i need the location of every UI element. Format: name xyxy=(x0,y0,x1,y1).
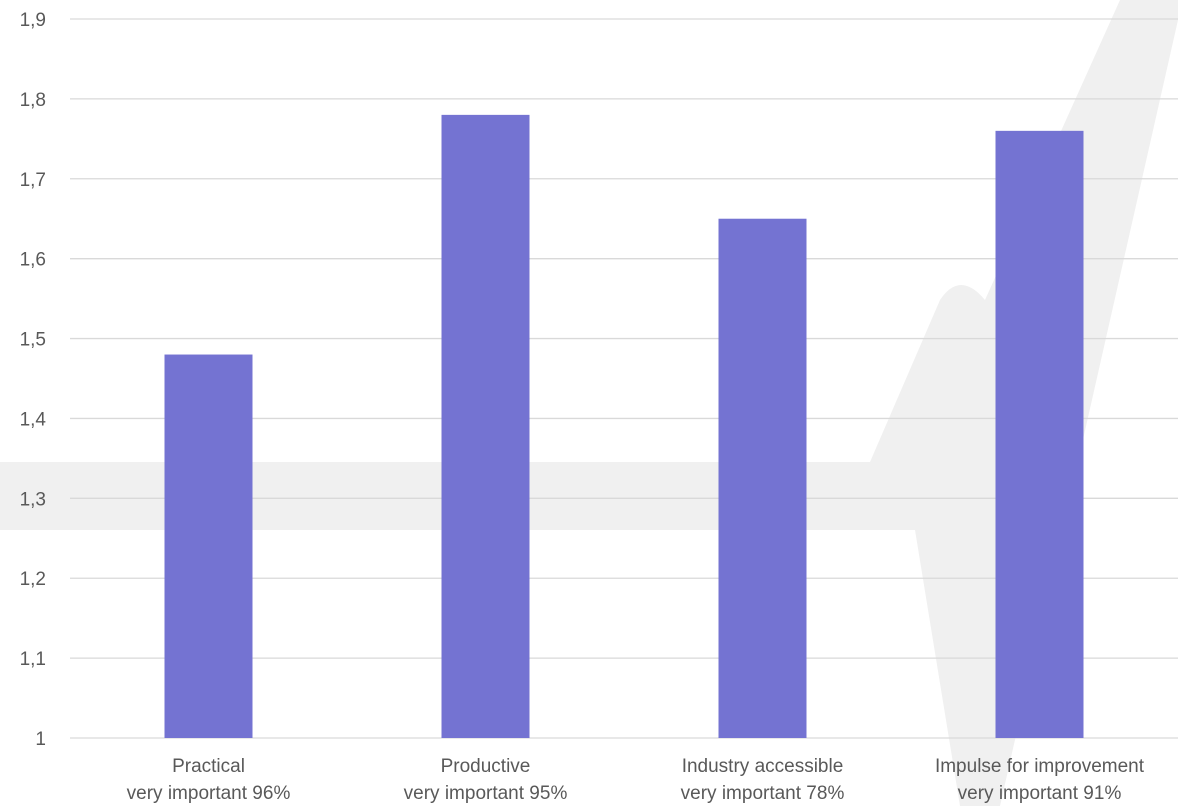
y-tick-label: 1,1 xyxy=(20,649,46,670)
y-tick-label: 1,5 xyxy=(20,330,46,351)
x-category-label: Impulse for improvement xyxy=(935,756,1145,777)
bars xyxy=(164,114,1084,738)
bar xyxy=(995,130,1084,738)
x-category-label: very important 91% xyxy=(958,783,1122,804)
bar xyxy=(164,354,253,738)
y-tick-label: 1,4 xyxy=(20,409,47,430)
y-tick-label: 1,7 xyxy=(20,170,46,191)
x-category-label: very important 78% xyxy=(681,783,845,804)
x-axis-category-labels: Practical very important 96% Productive ver… xyxy=(127,756,1145,804)
gridlines xyxy=(70,18,1178,739)
x-category-label: Productive xyxy=(441,756,531,777)
x-category-label: Practical xyxy=(172,756,245,777)
y-tick-label: 1,8 xyxy=(20,90,46,111)
bar xyxy=(441,114,530,738)
y-tick-label: 1 xyxy=(35,729,46,750)
bar xyxy=(718,218,807,738)
y-tick-label: 1,9 xyxy=(20,10,46,31)
x-category-label: very important 96% xyxy=(127,783,291,804)
y-tick-label: 1,6 xyxy=(20,250,46,271)
x-category-label: Industry accessible xyxy=(682,756,844,777)
y-tick-label: 1,3 xyxy=(20,489,46,510)
y-axis-tick-labels: 1 1,1 1,2 1,3 1,4 1,5 1,6 1,7 1,8 1,9 xyxy=(20,10,47,750)
x-category-label: very important 95% xyxy=(404,783,568,804)
y-tick-label: 1,2 xyxy=(20,569,46,590)
